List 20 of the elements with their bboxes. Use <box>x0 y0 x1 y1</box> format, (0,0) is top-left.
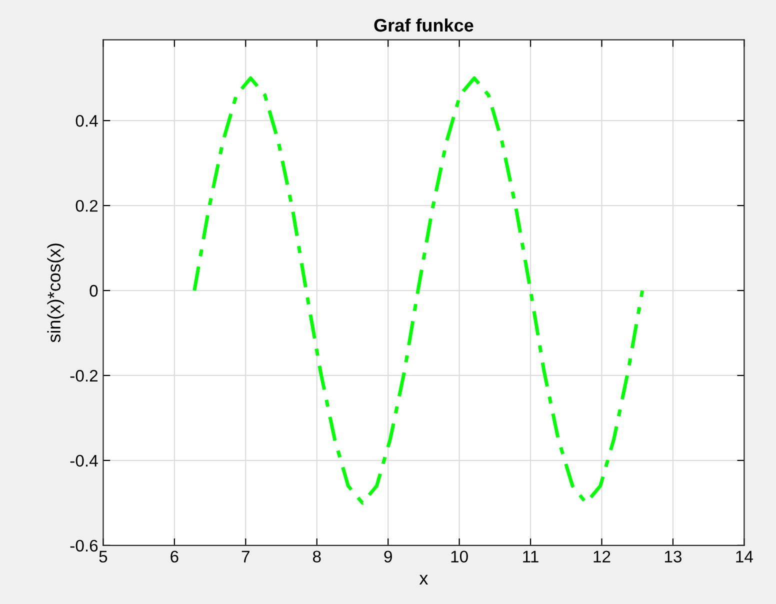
x-tick-label: 7 <box>242 550 250 562</box>
y-tick-label: 0.4 <box>76 114 98 127</box>
x-tick-label: 14 <box>736 550 753 562</box>
x-tick-label: 9 <box>384 550 392 563</box>
x-tick-label: 6 <box>170 550 178 563</box>
x-tick-label: 12 <box>594 550 610 562</box>
x-tick-label: 10 <box>451 550 468 563</box>
y-tick-label: -0.2 <box>70 370 98 382</box>
y-tick-label: -0.6 <box>70 540 98 552</box>
y-axis-title: sin(x)*cos(x) <box>47 244 64 342</box>
x-tick-label: 8 <box>312 550 321 563</box>
line-series <box>192 76 644 505</box>
y-tick-label: -0.4 <box>70 454 98 467</box>
x-axis-title: x <box>419 574 428 584</box>
x-tick-label: 5 <box>99 550 108 563</box>
y-tick-label: 0 <box>90 284 98 297</box>
x-tick-label: 13 <box>664 550 682 563</box>
chart-title: Graf funkce <box>374 18 474 32</box>
x-tick-label: 11 <box>523 550 538 562</box>
y-tick-label: 0.2 <box>76 200 98 212</box>
